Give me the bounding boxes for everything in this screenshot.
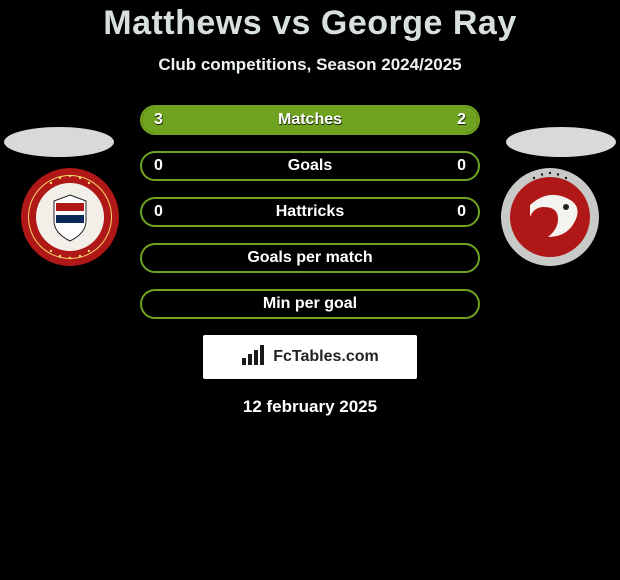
stat-row-goals-per-match: Goals per match xyxy=(140,243,480,273)
stat-row-goals: 0 Goals 0 xyxy=(140,151,480,181)
left-ellipse xyxy=(4,127,114,157)
stat-label: Goals xyxy=(288,157,332,175)
stat-value-right: 0 xyxy=(457,203,466,221)
attribution-badge: FcTables.com xyxy=(203,335,417,379)
chart-bars-icon xyxy=(241,344,267,371)
stat-value-right: 2 xyxy=(457,111,466,129)
stat-label: Matches xyxy=(278,111,342,129)
stat-label: Min per goal xyxy=(263,295,357,313)
stat-value-right: 0 xyxy=(457,157,466,175)
stat-row-matches: 3 Matches 2 xyxy=(140,105,480,135)
stat-value-left: 0 xyxy=(154,157,163,175)
stat-value-left: 0 xyxy=(154,203,163,221)
left-club-crest xyxy=(20,167,120,267)
main-area: 3 Matches 2 0 Goals 0 0 Hattricks 0 xyxy=(0,105,620,417)
right-club-crest xyxy=(500,167,600,267)
stat-value-left: 3 xyxy=(154,111,163,129)
stat-row-min-per-goal: Min per goal xyxy=(140,289,480,319)
stat-rows: 3 Matches 2 0 Goals 0 0 Hattricks 0 xyxy=(140,105,480,319)
stat-label: Goals per match xyxy=(247,249,372,267)
page-title: Matthews vs George Ray xyxy=(0,4,620,43)
date-text: 12 february 2025 xyxy=(0,397,620,417)
stat-label: Hattricks xyxy=(276,203,344,221)
page-subtitle: Club competitions, Season 2024/2025 xyxy=(0,55,620,75)
stat-row-hattricks: 0 Hattricks 0 xyxy=(140,197,480,227)
attribution-text: FcTables.com xyxy=(273,348,379,366)
comparison-card: Matthews vs George Ray Club competitions… xyxy=(0,0,620,580)
right-ellipse xyxy=(506,127,616,157)
